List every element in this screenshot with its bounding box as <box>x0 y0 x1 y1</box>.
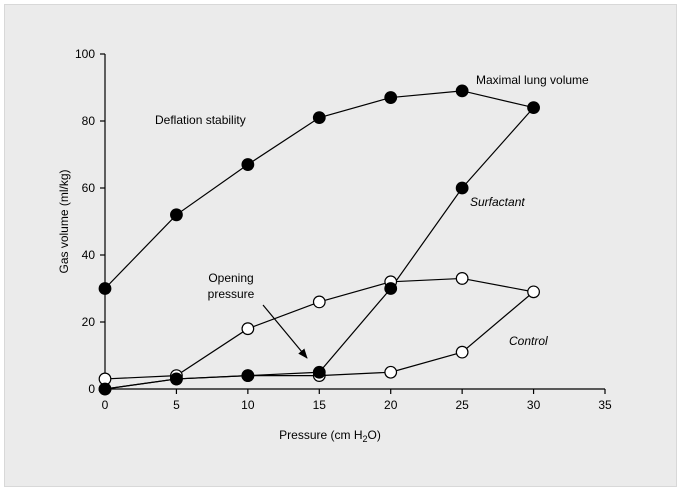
x-axis-title-end: O) <box>368 428 381 442</box>
y-axis-title: Gas volume (ml/kg) <box>57 169 71 273</box>
surfactant-data-point <box>312 365 326 379</box>
annotation-control: Control <box>509 334 548 348</box>
control-data-point <box>384 365 398 379</box>
y-tick-label: 80 <box>82 114 96 128</box>
series-markers <box>98 84 540 396</box>
control-data-point <box>455 345 469 359</box>
chart-panel <box>4 4 677 487</box>
opening-pressure-arrow <box>262 304 308 359</box>
surfactant-data-point <box>170 372 183 386</box>
x-ticks: 0 5 10 15 20 25 30 35 <box>102 389 612 412</box>
surfactant-data-point <box>98 282 112 295</box>
surfactant-data-point <box>384 282 398 295</box>
x-tick-label: 35 <box>598 398 612 412</box>
surfactant-data-point <box>98 382 112 396</box>
x-axis-title-sub: 2 <box>362 434 367 444</box>
surfactant-data-point <box>170 208 183 222</box>
y-tick-label: 100 <box>75 47 95 61</box>
y-ticks: 0 20 40 60 80 100 <box>75 47 105 396</box>
surfactant-data-point <box>384 91 398 104</box>
x-tick-label: 15 <box>313 398 327 412</box>
control-data-point <box>455 272 469 285</box>
annotation-surfactant: Surfactant <box>470 195 525 209</box>
x-axis-title-main: Pressure (cm H <box>279 428 362 442</box>
annotation-deflation-stability: Deflation stability <box>155 113 246 127</box>
surfactant-data-point <box>455 181 469 195</box>
x-tick-label: 30 <box>527 398 541 412</box>
y-tick-label: 60 <box>82 181 96 195</box>
annotation-maximal-lung-volume: Maximal lung volume <box>476 73 589 87</box>
control-data-point <box>527 285 540 299</box>
annotation-opening-line1: Opening <box>208 271 253 285</box>
axes <box>104 54 605 390</box>
x-tick-label: 5 <box>173 398 180 412</box>
surfactant-data-point <box>241 369 255 383</box>
y-tick-label: 0 <box>88 382 95 396</box>
control-data-point <box>241 322 255 336</box>
surfactant-data-point <box>241 158 255 171</box>
surfactant-data-point <box>455 84 469 98</box>
y-tick-label: 20 <box>82 315 96 329</box>
control-data-point <box>312 295 326 309</box>
x-tick-label: 10 <box>241 398 255 412</box>
x-tick-label: 20 <box>384 398 398 412</box>
surfactant-series-line <box>104 90 535 390</box>
x-axis-title: Pressure (cm H2O) <box>279 428 381 444</box>
y-tick-label: 40 <box>82 248 96 262</box>
annotation-opening-line2: pressure <box>208 287 255 301</box>
x-tick-label: 25 <box>455 398 469 412</box>
surfactant-data-point <box>312 111 326 125</box>
x-tick-label: 0 <box>102 398 109 412</box>
series-lines <box>104 90 535 390</box>
surfactant-data-point <box>527 101 540 114</box>
